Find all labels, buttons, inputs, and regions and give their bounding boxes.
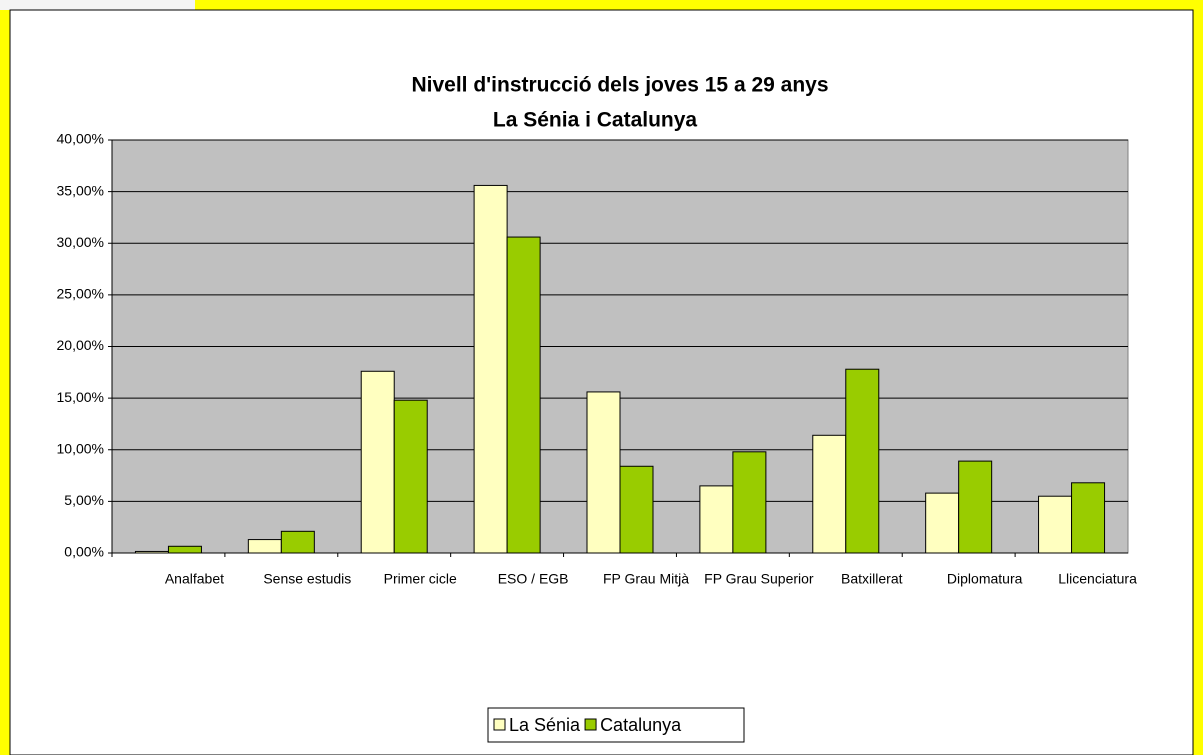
x-tick-label: Batxillerat <box>841 571 903 587</box>
legend-swatch <box>584 718 597 731</box>
bar <box>845 368 880 554</box>
y-tick-label: 5,00% <box>64 492 104 508</box>
y-tick-label: 40,00% <box>57 131 104 147</box>
y-tick-label: 35,00% <box>57 182 104 198</box>
legend-label: La Sénia <box>509 715 581 735</box>
chart-subtitle: La Sénia i Catalunya <box>493 109 698 132</box>
x-tick-label: ESO / EGB <box>498 571 569 587</box>
y-tick-label: 15,00% <box>57 389 104 405</box>
bar <box>619 465 654 554</box>
legend-swatch <box>493 718 506 731</box>
bar <box>586 391 621 554</box>
x-tick-label: Primer cicle <box>384 571 457 587</box>
y-tick-label: 20,00% <box>57 337 104 353</box>
bar <box>812 434 847 554</box>
bar <box>925 492 960 554</box>
legend-box <box>487 707 745 743</box>
y-tick-label: 25,00% <box>57 286 104 302</box>
bar <box>958 460 993 554</box>
y-tick-label: 30,00% <box>57 234 104 250</box>
bar <box>506 236 541 554</box>
x-tick-label: FP Grau Superior <box>704 571 814 587</box>
x-tick-label: Sense estudis <box>263 571 351 587</box>
bar <box>1038 495 1073 554</box>
bar <box>1071 482 1106 554</box>
x-tick-label: FP Grau Mitjà <box>603 571 689 587</box>
bar <box>393 399 428 554</box>
x-tick-label: Analfabet <box>165 571 224 587</box>
bar <box>360 370 395 554</box>
bar <box>732 451 767 554</box>
x-tick-label: Diplomatura <box>947 571 1023 587</box>
x-tick-label: Llicenciatura <box>1058 571 1137 587</box>
y-tick-label: 0,00% <box>64 544 104 560</box>
frame-corner <box>0 0 195 10</box>
bar <box>473 184 508 554</box>
legend-label: Catalunya <box>600 715 682 735</box>
y-tick-label: 10,00% <box>57 440 104 456</box>
chart-title: Nivell d'instrucció dels joves 15 a 29 a… <box>411 74 828 97</box>
bar <box>167 545 202 554</box>
bar <box>699 485 734 554</box>
bar <box>280 530 315 554</box>
bar <box>247 539 282 554</box>
